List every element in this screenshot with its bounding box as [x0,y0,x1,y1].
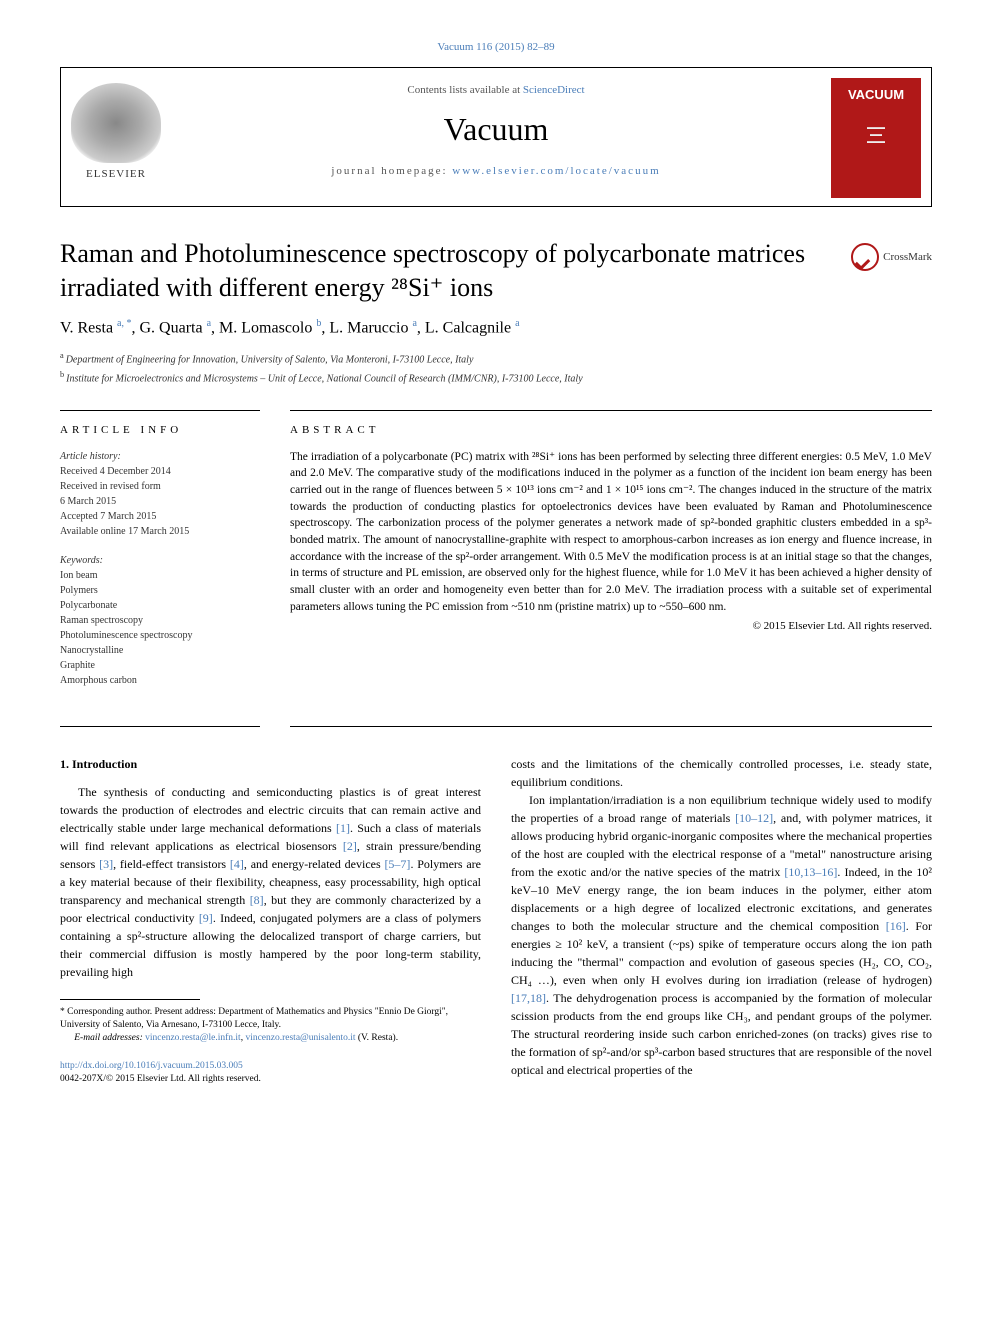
doi-link[interactable]: http://dx.doi.org/10.1016/j.vacuum.2015.… [60,1061,243,1071]
article-info-column: ARTICLE INFO Article history: Received 4… [60,410,260,701]
body-columns: 1. Introduction The synthesis of conduct… [60,755,932,1086]
authors-line: V. Resta a, *, G. Quarta a, M. Lomascolo… [60,317,932,340]
keyword: Polycarbonate [60,598,260,613]
article-title: Raman and Photoluminescence spectroscopy… [60,237,831,305]
email-label: E-mail addresses: [74,1033,143,1043]
keyword: Photoluminescence spectroscopy [60,628,260,643]
ref-link[interactable]: [10,13–16] [784,865,837,879]
article-history: Article history: Received 4 December 201… [60,449,260,539]
affil-sup: a [515,318,519,329]
keyword: Ion beam [60,568,260,583]
keyword: Amorphous carbon [60,673,260,688]
email-tail: (V. Resta). [358,1033,398,1043]
doi-block: http://dx.doi.org/10.1016/j.vacuum.2015.… [60,1060,481,1087]
keyword: Raman spectroscopy [60,613,260,628]
keywords-block: Keywords: Ion beam Polymers Polycarbonat… [60,553,260,688]
journal-header: ELSEVIER Contents lists available at Sci… [60,67,932,207]
body-column-right: costs and the limitations of the chemica… [511,755,932,1086]
history-line: Available online 17 March 2015 [60,524,260,539]
journal-cover-title: VACUUM [835,86,917,104]
homepage-link[interactable]: www.elsevier.com/locate/vacuum [452,165,660,177]
journal-cover-sub: ▬▬▬▬▬▬▬▬ [835,125,917,147]
affil-sup: a [207,318,211,329]
ref-link[interactable]: [8] [250,893,264,907]
ref-link[interactable]: [17,18] [511,991,546,1005]
affil-sup: b [316,318,321,329]
affiliation: aDepartment of Engineering for Innovatio… [60,350,932,367]
affil-text: Institute for Microelectronics and Micro… [66,373,582,384]
contents-line: Contents lists available at ScienceDirec… [61,83,931,98]
ref-link[interactable]: [16] [886,919,906,933]
abstract-header: ABSTRACT [290,423,932,438]
keyword: Nanocrystalline [60,643,260,658]
ref-link[interactable]: [3] [99,857,113,871]
affil-text: Department of Engineering for Innovation… [66,354,474,365]
body-paragraph: costs and the limitations of the chemica… [511,755,932,791]
abstract-column: ABSTRACT The irradiation of a polycarbon… [290,410,932,701]
section-heading: 1. Introduction [60,755,481,773]
email-link[interactable]: vincenzo.resta@unisalento.it [245,1033,355,1043]
email-link[interactable]: vincenzo.resta@le.infn.it [145,1033,241,1043]
ref-link[interactable]: [1] [336,821,350,835]
affiliation: bInstitute for Microelectronics and Micr… [60,369,932,386]
body-paragraph: Ion implantation/irradiation is a non eq… [511,791,932,1079]
footnote-separator [60,999,200,1000]
homepage-line: journal homepage: www.elsevier.com/locat… [61,164,931,179]
contents-prefix: Contents lists available at [407,84,522,96]
elsevier-tree-icon [71,83,161,163]
journal-reference[interactable]: Vacuum 116 (2015) 82–89 [60,40,932,55]
history-line: 6 March 2015 [60,494,260,509]
issn-line: 0042-207X/© 2015 Elsevier Ltd. All right… [60,1074,261,1084]
abstract-text: The irradiation of a polycarbonate (PC) … [290,449,932,616]
ref-link[interactable]: [4] [230,857,244,871]
body-column-left: 1. Introduction The synthesis of conduct… [60,755,481,1086]
ref-link[interactable]: [5–7] [384,857,410,871]
crossmark-label: CrossMark [883,250,932,265]
ref-link[interactable]: [9] [199,911,213,925]
crossmark-icon [851,243,879,271]
keyword: Polymers [60,583,260,598]
ref-link[interactable]: [2] [343,839,357,853]
keyword: Graphite [60,658,260,673]
body-paragraph: The synthesis of conducting and semicond… [60,783,481,981]
keywords-label: Keywords: [60,553,260,568]
history-line: Accepted 7 March 2015 [60,509,260,524]
crossmark-badge[interactable]: CrossMark [851,237,932,271]
history-line: Received in revised form [60,479,260,494]
history-line: Received 4 December 2014 [60,464,260,479]
footnote-text: * Corresponding author. Present address:… [60,1007,448,1030]
affil-sup: a, [117,318,126,329]
ref-link[interactable]: [10–12] [735,811,773,825]
corresponding-footnote: * Corresponding author. Present address:… [60,1006,481,1046]
journal-title: Vacuum [61,107,931,152]
affil-marker: b [60,370,64,379]
article-info-header: ARTICLE INFO [60,423,260,438]
publisher-name: ELSEVIER [71,167,161,182]
journal-cover-icon[interactable]: VACUUM ▬▬▬▬▬▬▬▬ [831,78,921,198]
affil-sup: a [412,318,416,329]
publisher-logo[interactable]: ELSEVIER [71,83,161,193]
sciencedirect-link[interactable]: ScienceDirect [523,84,585,96]
history-label: Article history: [60,449,260,464]
affil-marker: a [60,351,64,360]
abstract-copyright: © 2015 Elsevier Ltd. All rights reserved… [290,619,932,634]
corr-asterisk[interactable]: * [127,318,132,329]
homepage-prefix: journal homepage: [331,165,452,177]
